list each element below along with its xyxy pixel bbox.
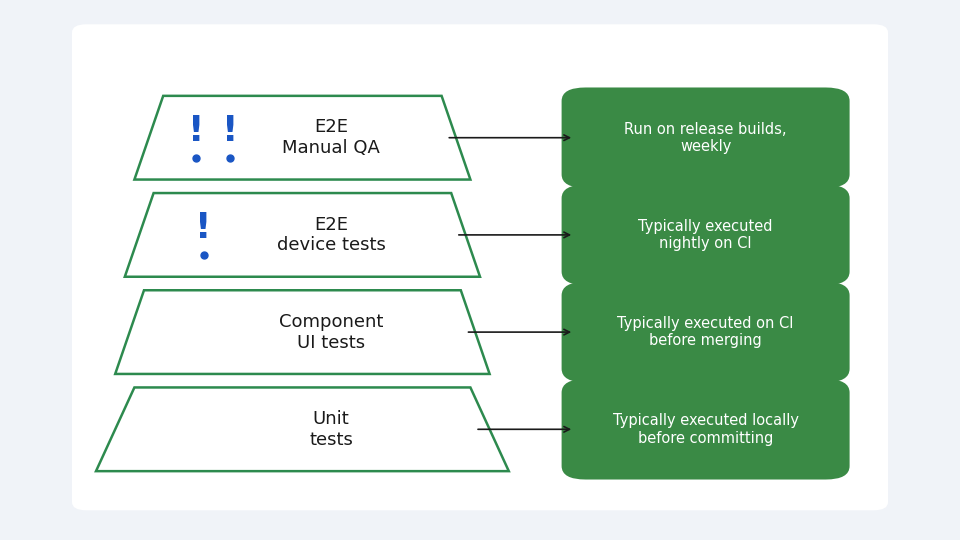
Text: !: ! xyxy=(187,114,204,148)
Text: Component
UI tests: Component UI tests xyxy=(279,313,383,352)
Text: Run on release builds,
weekly: Run on release builds, weekly xyxy=(624,122,787,154)
Polygon shape xyxy=(115,291,490,374)
Text: E2E
device tests: E2E device tests xyxy=(276,215,386,254)
Polygon shape xyxy=(134,96,470,179)
Text: !: ! xyxy=(222,114,239,148)
Polygon shape xyxy=(96,388,509,471)
FancyBboxPatch shape xyxy=(72,24,888,510)
Text: !: ! xyxy=(195,212,212,245)
Text: Typically executed on CI
before merging: Typically executed on CI before merging xyxy=(617,316,794,348)
Text: Unit
tests: Unit tests xyxy=(309,410,353,449)
FancyBboxPatch shape xyxy=(562,185,850,285)
Text: Typically executed
nightly on CI: Typically executed nightly on CI xyxy=(638,219,773,251)
FancyBboxPatch shape xyxy=(562,87,850,188)
Polygon shape xyxy=(125,193,480,277)
FancyBboxPatch shape xyxy=(562,379,850,480)
FancyBboxPatch shape xyxy=(562,282,850,382)
Text: E2E
Manual QA: E2E Manual QA xyxy=(282,118,380,157)
Text: Typically executed locally
before committing: Typically executed locally before commit… xyxy=(612,413,799,446)
